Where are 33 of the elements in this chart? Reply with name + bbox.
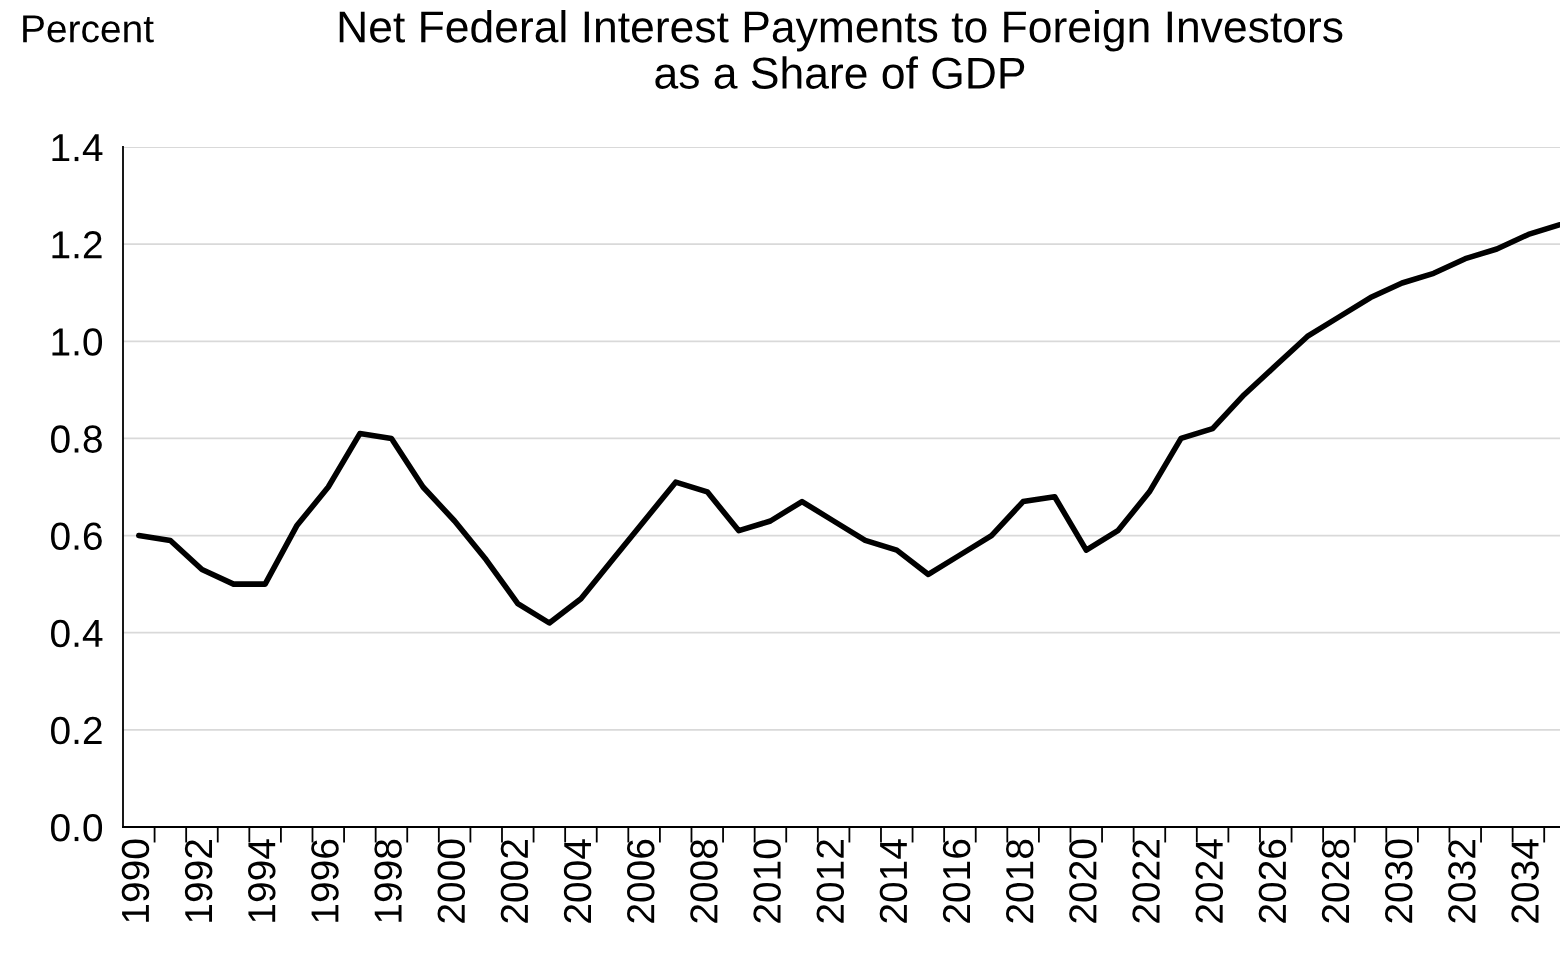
y-tick-label: 0.2 (51, 716, 102, 745)
x-tick-label: 2018 (1006, 839, 1034, 923)
x-tick-label: 2022 (1132, 840, 1160, 923)
y-tick-label: 0.8 (51, 425, 102, 453)
x-tick-label: 2024 (1195, 839, 1224, 923)
x-tick-label: 2014 (879, 839, 908, 923)
x-tick-label: 1996 (311, 839, 339, 922)
x-tick-label: 1994 (248, 839, 276, 922)
x-tick-label: 2000 (437, 839, 466, 923)
x-tick-label: 2010 (753, 839, 781, 923)
y-tick-label: 1.4 (52, 134, 103, 162)
x-tick-label: 2006 (627, 839, 655, 923)
x-tick-label: 2008 (690, 839, 718, 923)
x-tick-label: 2034 (1511, 839, 1539, 923)
x-tick-label: 2016 (942, 839, 971, 923)
y-tick-label: 0.6 (51, 522, 102, 551)
y-axis-title: Percent (23, 15, 154, 43)
x-tick-label: 2012 (816, 840, 845, 923)
y-tick-label: 1.0 (52, 328, 103, 356)
x-tick-label: 1998 (374, 839, 402, 922)
x-tick-label: 2020 (1069, 839, 1097, 923)
x-tick-label: 2030 (1384, 839, 1413, 923)
x-tick-label: 2004 (563, 839, 592, 923)
x-tick-label: 2032 (1448, 840, 1476, 923)
x-tick-label: 1992 (184, 840, 213, 922)
x-tick-label: 2026 (1258, 839, 1287, 923)
chart-title: Net Federal Interest Payments to Foreign Investors as a Share of GDP (339, 10, 1343, 89)
y-tick-label: 0.4 (51, 619, 103, 648)
x-tick-label: 2028 (1321, 839, 1350, 923)
y-tick-label: 0.0 (51, 813, 103, 842)
x-tick-label: 2002 (500, 840, 529, 923)
x-tick-label: 1990 (121, 839, 150, 922)
y-tick-label: 1.2 (52, 231, 102, 259)
